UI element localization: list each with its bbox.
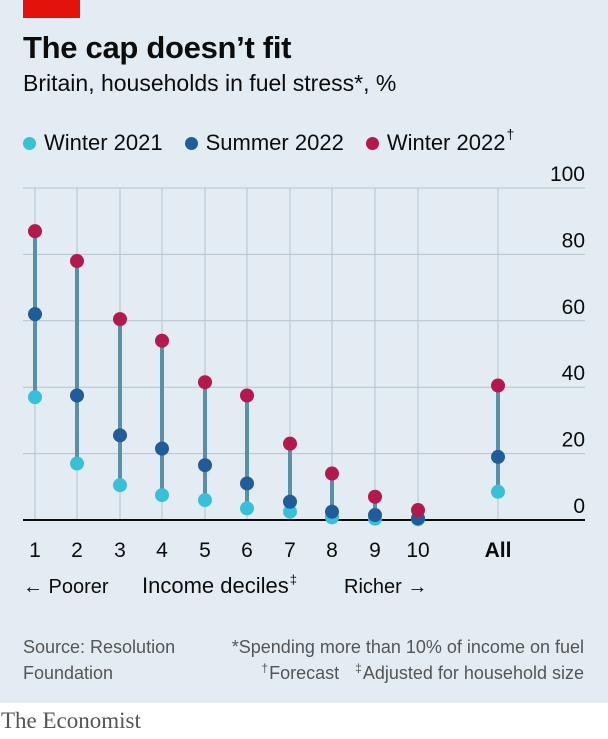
dot-summer-2022-6 bbox=[240, 476, 254, 491]
dot-winter-2022-2 bbox=[70, 254, 84, 269]
y-tick-label-40: 40 bbox=[562, 362, 585, 385]
dot-winter-2022-6 bbox=[240, 388, 254, 403]
footnote-adjusted: Adjusted for household size bbox=[362, 663, 584, 683]
dot-winter-2022-7 bbox=[283, 436, 297, 451]
dot-summer-2022-8 bbox=[325, 504, 339, 519]
dot-winter-2022-8 bbox=[325, 466, 339, 481]
source-line-2: Foundation bbox=[23, 663, 114, 683]
x-tick-label-10: 10 bbox=[406, 539, 429, 562]
x-axis-title-text: Income deciles bbox=[142, 573, 289, 598]
dot-winter-2022-3 bbox=[113, 312, 127, 327]
dot-winter-2022-All bbox=[491, 378, 505, 393]
footnotes: *Spending more than 10% of income on fue… bbox=[232, 634, 584, 688]
dot-summer-2022-5 bbox=[198, 458, 212, 473]
dot-winter-2021-3 bbox=[113, 478, 127, 493]
legend-label: Winter 2022 bbox=[386, 130, 506, 155]
x-tick-label-8: 8 bbox=[326, 539, 338, 562]
x-tick-label-6: 6 bbox=[241, 539, 253, 562]
x-axis-title: Income deciles‡ bbox=[142, 572, 297, 599]
y-tick-label-100: 100 bbox=[550, 163, 585, 186]
footnote-forecast: Forecast bbox=[269, 663, 340, 683]
y-tick-label-60: 60 bbox=[562, 296, 585, 319]
richer-label: Richer → bbox=[344, 576, 428, 598]
dot-winter-2022-5 bbox=[198, 375, 212, 390]
dot-winter-2022-4 bbox=[155, 333, 169, 348]
brand-red-bar bbox=[23, 0, 80, 18]
dot-winter-2022-1 bbox=[28, 224, 42, 239]
legend-label: Winter 2021 bbox=[44, 130, 163, 155]
dot-winter-2021-All bbox=[491, 484, 505, 499]
x-tick-label-4: 4 bbox=[156, 539, 168, 562]
legend-item-winter-2022: Winter 2022 † bbox=[365, 126, 514, 156]
legend-item-winter-2021: Winter 2021 bbox=[23, 130, 163, 156]
footnote-dagger: † bbox=[261, 661, 269, 675]
legend-label: Summer 2022 bbox=[205, 130, 344, 155]
x-tick-label-5: 5 bbox=[199, 539, 211, 562]
y-tick-label-20: 20 bbox=[562, 429, 585, 452]
legend-item-summer-2022: Summer 2022 bbox=[184, 130, 344, 156]
footnote-spending: *Spending more than 10% of income on fue… bbox=[231, 637, 584, 657]
legend-dot-winter-2022 bbox=[365, 136, 379, 150]
dot-winter-2021-5 bbox=[198, 493, 212, 508]
dot-winter-2022-10 bbox=[411, 503, 425, 518]
x-tick-label-1: 1 bbox=[29, 539, 41, 562]
y-tick-label-80: 80 bbox=[562, 229, 585, 252]
source-line-1: Source: Resolution bbox=[23, 637, 176, 657]
dot-winter-2021-7 bbox=[283, 504, 297, 519]
footnote-forecast-adjusted: †Forecast ‡Adjusted for household size bbox=[232, 660, 584, 688]
footnote-double-dagger: ‡ bbox=[355, 661, 362, 675]
dot-winter-2022-9 bbox=[368, 489, 382, 504]
dot-summer-2022-1 bbox=[28, 307, 42, 322]
dot-winter-2021-6 bbox=[240, 501, 254, 516]
dot-summer-2022-7 bbox=[283, 494, 297, 509]
dot-summer-2022-3 bbox=[113, 428, 127, 443]
dot-summer-2022-4 bbox=[155, 441, 169, 456]
x-axis-title-sup: ‡ bbox=[289, 572, 297, 587]
dot-summer-2022-All bbox=[491, 449, 505, 464]
x-tick-label-3: 3 bbox=[114, 539, 126, 562]
legend-dot-summer-2022 bbox=[184, 136, 198, 150]
x-tick-label-All: All bbox=[485, 539, 512, 562]
legend-dagger: † bbox=[506, 126, 515, 142]
x-tick-label-7: 7 bbox=[284, 539, 296, 562]
chart-panel bbox=[0, 0, 608, 703]
dot-winter-2021-2 bbox=[70, 456, 84, 471]
dot-winter-2021-1 bbox=[28, 390, 42, 405]
dot-plot: 0 20 40 60 80 100 1 2 3 4 5 6 7 8 9 10 All bbox=[23, 163, 585, 562]
x-tick-label-9: 9 bbox=[369, 539, 381, 562]
dot-winter-2021-4 bbox=[155, 488, 169, 503]
dot-summer-2022-2 bbox=[70, 388, 84, 403]
chart-title: The cap doesn’t fit bbox=[23, 30, 292, 65]
legend-dot-winter-2021 bbox=[23, 136, 36, 150]
y-tick-label-0: 0 bbox=[573, 495, 585, 518]
x-tick-label-2: 2 bbox=[71, 539, 83, 562]
poorer-label: ← Poorer bbox=[23, 576, 109, 598]
dot-summer-2022-9 bbox=[368, 508, 382, 523]
legend: Winter 2021 Summer 2022 Winter 2022 † bbox=[23, 126, 536, 158]
source-note: Source: Resolution Foundation bbox=[23, 634, 175, 686]
chart-subtitle: Britain, households in fuel stress*, % bbox=[23, 70, 397, 96]
economist-wordmark: The Economist bbox=[1, 708, 141, 733]
